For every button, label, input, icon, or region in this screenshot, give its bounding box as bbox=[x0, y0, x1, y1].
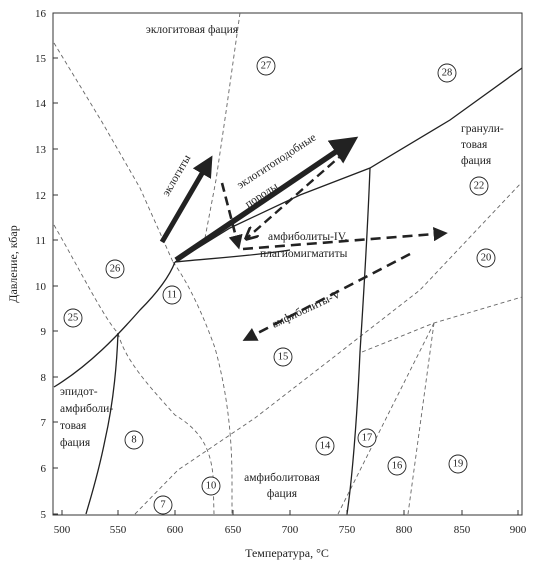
solid-boundaries bbox=[53, 67, 523, 515]
dashed-arrow-left bbox=[247, 151, 346, 238]
field-number: 8 bbox=[131, 435, 136, 446]
boundary-line bbox=[361, 296, 523, 353]
field-number-circle bbox=[387, 456, 407, 476]
field-number-circle bbox=[357, 428, 377, 448]
x-tick-label: 650 bbox=[225, 524, 242, 536]
field-number: 15 bbox=[278, 352, 289, 363]
plot-frame bbox=[52, 12, 523, 516]
field-number: 20 bbox=[481, 253, 492, 264]
boundary-line bbox=[204, 12, 241, 239]
boundary-line bbox=[174, 67, 523, 263]
field-number: 16 bbox=[392, 461, 403, 472]
field-number: 7 bbox=[160, 500, 165, 511]
y-tick-label: 8 bbox=[41, 372, 47, 384]
field-number-circle bbox=[201, 476, 221, 496]
field-number-circle bbox=[153, 495, 173, 515]
x-tick-label: 500 bbox=[54, 524, 71, 536]
field-number-circle bbox=[448, 454, 468, 474]
boundary-line bbox=[346, 167, 371, 515]
dashed-boundaries bbox=[53, 12, 523, 515]
amphibolites-iv-label-2: плагиомигматиты bbox=[260, 248, 348, 260]
x-tick-label: 600 bbox=[167, 524, 184, 536]
boundary-line bbox=[53, 42, 174, 263]
field-number-circle bbox=[437, 63, 457, 83]
field-number: 25 bbox=[68, 313, 79, 324]
y-tick-label: 14 bbox=[35, 98, 47, 110]
granulite-facies-label-2: товая bbox=[461, 139, 488, 151]
field-number-circle bbox=[162, 285, 182, 305]
x-tick-label: 850 bbox=[454, 524, 471, 536]
boundary-line bbox=[53, 224, 215, 515]
x-tick-label: 800 bbox=[396, 524, 413, 536]
epidote-amphibolite-label-3: товая bbox=[60, 420, 87, 432]
x-tick-label: 550 bbox=[110, 524, 127, 536]
field-number-circle bbox=[476, 248, 496, 268]
boundary-line bbox=[172, 261, 233, 514]
epidote-amphibolite-label-2: амфиболи- bbox=[60, 403, 113, 415]
x-axis-title: Температура, °C bbox=[245, 546, 329, 560]
granulite-facies-label-3: фация bbox=[461, 155, 492, 167]
field-number-circle bbox=[273, 347, 293, 367]
y-axis bbox=[53, 12, 58, 515]
trend-arrows bbox=[159, 136, 448, 341]
y-tick-label: 13 bbox=[35, 144, 47, 156]
boundary-line bbox=[85, 332, 119, 515]
field-number-circle bbox=[256, 56, 276, 76]
field-number-circle bbox=[124, 430, 144, 450]
amphibolites-iv-label-1: амфиболиты-IV, bbox=[268, 231, 348, 243]
x-axis bbox=[61, 510, 519, 515]
field-number-circle bbox=[315, 436, 335, 456]
y-tick-label: 10 bbox=[35, 281, 47, 293]
amphibolites-v-arrow bbox=[242, 252, 411, 341]
boundary-line bbox=[407, 322, 435, 515]
field-number: 14 bbox=[320, 441, 331, 452]
field-number: 22 bbox=[474, 181, 485, 192]
field-numbers bbox=[63, 56, 496, 515]
eclogite-facies-label: эклогитовая фация bbox=[146, 24, 239, 36]
y-tick-label: 7 bbox=[41, 417, 47, 429]
boundary-line bbox=[53, 261, 176, 388]
field-number: 28 bbox=[442, 68, 453, 79]
granulite-facies-label-1: гранули- bbox=[461, 123, 504, 135]
amphibolite-facies-label-2: фация bbox=[267, 488, 298, 500]
x-tick-label: 700 bbox=[282, 524, 299, 536]
boundary-line bbox=[337, 322, 435, 515]
y-tick-label: 9 bbox=[41, 326, 47, 338]
field-number: 27 bbox=[261, 61, 272, 72]
field-number-circle bbox=[469, 176, 489, 196]
boundary-line bbox=[134, 181, 523, 515]
y-tick-label: 16 bbox=[35, 8, 47, 20]
eclogite-like-arrow bbox=[174, 136, 359, 263]
epidote-amphibolite-label-1: эпидот- bbox=[60, 386, 98, 398]
eclogites-arrow bbox=[159, 155, 213, 244]
y-tick-label: 5 bbox=[41, 509, 47, 521]
y-tick-label: 12 bbox=[35, 190, 46, 202]
eclogite-like-label-1: эклогитоподобные bbox=[235, 132, 318, 192]
y-axis-title: Давление, кбар bbox=[6, 225, 20, 302]
field-number-circle bbox=[105, 259, 125, 279]
field-number-circle bbox=[63, 308, 83, 328]
x-tick-label: 900 bbox=[510, 524, 527, 536]
y-tick-label: 11 bbox=[35, 235, 46, 247]
amphibolites-iv-arrow bbox=[242, 226, 448, 251]
amphibolite-facies-label-1: амфиболитовая bbox=[244, 472, 320, 484]
boundary-line bbox=[174, 249, 291, 263]
x-tick-label: 750 bbox=[339, 524, 356, 536]
amphibolites-v-label: амфиболиты-V bbox=[270, 288, 343, 331]
epidote-amphibolite-label-4: фация bbox=[60, 437, 91, 449]
field-number: 26 bbox=[110, 264, 121, 275]
y-tick-label: 6 bbox=[41, 463, 47, 475]
field-number: 17 bbox=[362, 433, 373, 444]
dashed-arrow-down bbox=[220, 182, 243, 250]
field-number: 10 bbox=[206, 481, 217, 492]
y-tick-label: 15 bbox=[35, 53, 47, 65]
field-number: 11 bbox=[167, 290, 177, 301]
field-number: 19 bbox=[453, 459, 464, 470]
